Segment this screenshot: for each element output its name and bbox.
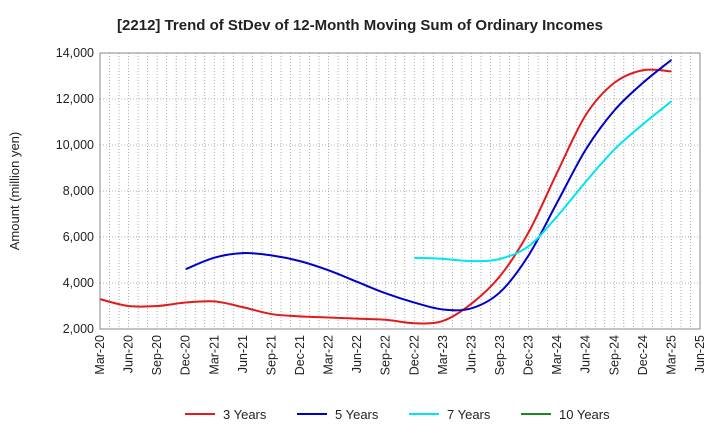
legend-label: 5 Years [335, 407, 379, 422]
legend-label: 10 Years [559, 407, 610, 422]
x-tick-label: Sep-23 [493, 335, 507, 375]
legend: 3 Years 5 Years 7 Years 10 Years [185, 407, 610, 422]
y-tick-label: 10,000 [56, 138, 94, 152]
x-tick-label: Sep-20 [150, 335, 164, 375]
x-tick-label: Jun-20 [122, 335, 136, 373]
x-tick-label: Sep-24 [607, 335, 621, 375]
legend-label: 3 Years [223, 407, 267, 422]
x-tick-label: Jun-23 [464, 335, 478, 373]
x-tick-label: Jun-25 [693, 335, 707, 373]
x-tick-label: Dec-21 [293, 335, 307, 375]
y-tick-label: 2,000 [63, 322, 94, 336]
y-axis-label: Amount (million yen) [7, 132, 22, 251]
legend-label: 7 Years [447, 407, 491, 422]
y-tick-label: 8,000 [63, 184, 94, 198]
x-tick-label: Dec-24 [636, 335, 650, 375]
series-lines [99, 59, 673, 325]
x-tick-label: Mar-21 [207, 335, 221, 375]
x-tick-label: Dec-22 [407, 335, 421, 375]
x-tick-label: Dec-23 [522, 335, 536, 375]
x-tick-label: Jun-22 [350, 335, 364, 373]
gridlines [100, 53, 700, 329]
axis-ticks: 2,000 4,000 6,000 8,000 10,000 12,000 14,000 Ma… [56, 46, 707, 375]
series-line-3 [414, 100, 673, 263]
y-tick-label: 14,000 [56, 46, 94, 60]
plot-frame [99, 52, 701, 330]
series-line-2 [185, 59, 673, 312]
x-tick-label: Dec-20 [179, 335, 193, 375]
x-tick-label: Jun-24 [579, 335, 593, 373]
x-tick-label: Mar-20 [93, 335, 107, 375]
x-tick-label: Sep-22 [379, 335, 393, 375]
series-line-1 [99, 68, 672, 325]
x-tick-label: Mar-25 [664, 335, 678, 375]
y-tick-label: 4,000 [63, 276, 94, 290]
chart-title: [2212] Trend of StDev of 12-Month Moving… [117, 17, 603, 34]
x-tick-label: Mar-22 [322, 335, 336, 375]
x-tick-label: Jun-21 [236, 335, 250, 373]
x-tick-label: Sep-21 [264, 335, 278, 375]
y-tick-label: 6,000 [63, 230, 94, 244]
x-tick-label: Mar-23 [436, 335, 450, 375]
x-tick-label: Mar-24 [550, 335, 564, 375]
y-tick-label: 12,000 [56, 92, 94, 106]
